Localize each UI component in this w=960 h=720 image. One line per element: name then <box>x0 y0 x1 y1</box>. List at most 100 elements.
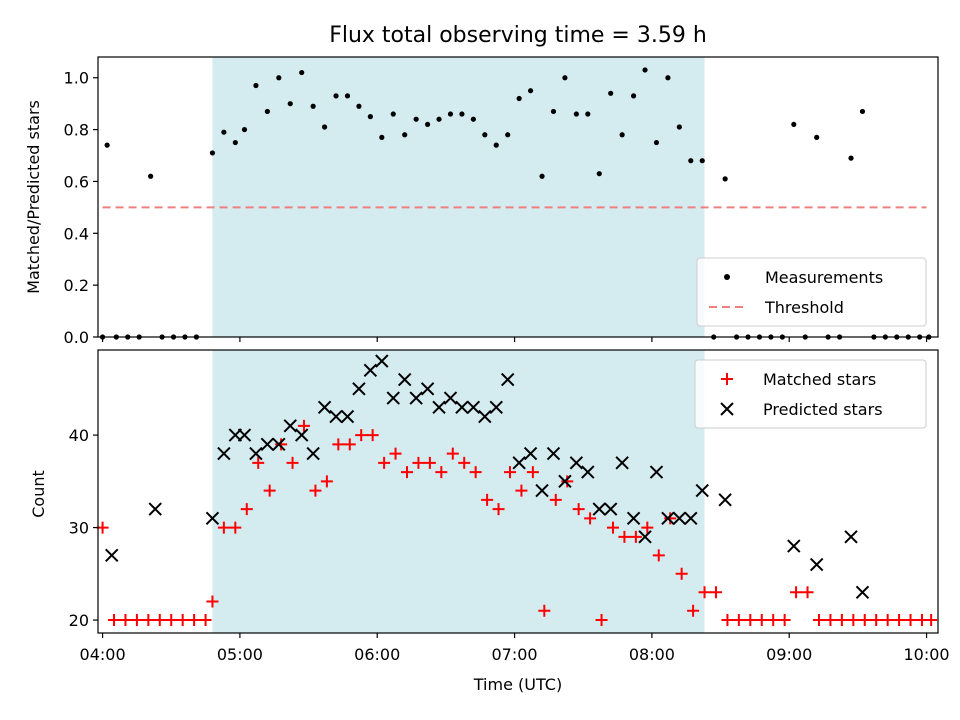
measurement-point <box>676 124 682 130</box>
measurement-point <box>550 108 557 115</box>
measurement-point <box>344 93 351 99</box>
matched-star-point <box>572 503 585 516</box>
matched-star-point <box>320 475 333 488</box>
measurement-point <box>459 111 465 117</box>
matched-star-point <box>481 493 494 506</box>
predicted-star-point <box>489 400 503 415</box>
measurement-point <box>148 173 154 179</box>
predicted-star-point <box>409 391 423 405</box>
predicted-star-point <box>855 585 870 600</box>
matched-star-point <box>893 614 906 627</box>
measurement-point <box>516 95 522 102</box>
predicted-star-point <box>205 511 220 526</box>
bottom-y-axis-label: Count <box>29 470 48 518</box>
measurement-point <box>333 93 339 99</box>
matched-star-point <box>492 503 505 516</box>
predicted-star-point <box>294 428 309 442</box>
matched-star-point <box>870 614 883 627</box>
legend-threshold-label: Threshold <box>764 298 844 317</box>
top-y-tick-label: 1.0 <box>64 69 89 88</box>
top-panel: 0.0 0.2 0.4 0.6 0.8 1.0 Matched/Predicted sta… <box>24 56 939 347</box>
predicted-star-point <box>615 456 629 470</box>
top-legend: Measurements Threshold <box>696 257 927 327</box>
matched-star-point <box>515 484 528 497</box>
measurement-point <box>608 90 614 96</box>
measurement-point <box>436 116 442 122</box>
matched-star-point <box>252 456 265 469</box>
measurement-point <box>299 69 305 76</box>
matched-star-point <box>881 614 894 627</box>
matched-star-point <box>744 614 757 627</box>
measurement-point <box>848 155 854 161</box>
measurement-point <box>367 114 373 120</box>
matched-star-point <box>549 493 562 506</box>
predicted-star-point <box>217 446 231 461</box>
predicted-star-point <box>718 493 732 507</box>
matched-star-point <box>835 614 848 627</box>
predicted-star-point <box>546 446 561 461</box>
measurement-point <box>379 134 385 140</box>
matched-star-point <box>812 614 825 627</box>
matched-star-point <box>165 614 178 627</box>
matched-star-point <box>119 614 132 627</box>
chart-title: Flux total observing time = 3.59 h <box>329 23 707 48</box>
predicted-star-point <box>375 354 389 368</box>
predicted-star-point <box>443 391 458 405</box>
predicted-star-point <box>272 437 286 452</box>
measurement-point <box>859 108 866 115</box>
measurement-point <box>665 75 671 81</box>
measurement-point <box>585 111 591 117</box>
legend-matched-stars-label: Matched stars <box>763 370 876 389</box>
predicted-star-point <box>283 419 297 433</box>
matched-star-point <box>675 567 688 580</box>
matched-star-point <box>824 614 837 627</box>
top-x-axis-ticks <box>101 337 928 342</box>
matched-star-point <box>378 456 391 469</box>
measurement-point <box>539 173 545 179</box>
measurement-point <box>253 82 259 89</box>
predicted-star-point <box>558 474 572 489</box>
measurement-point <box>390 111 396 117</box>
matched-star-point <box>595 614 608 627</box>
bottom-y-tick-label: 40 <box>69 426 89 445</box>
predicted-star-point <box>397 372 412 387</box>
predicted-star-point <box>478 409 492 424</box>
measurement-point <box>413 116 419 122</box>
measurement-point <box>688 158 694 164</box>
matched-star-point <box>925 614 938 627</box>
x-tick-label: 04:00 <box>80 645 126 664</box>
predicted-stars-points <box>105 354 870 600</box>
predicted-star-point <box>105 548 119 563</box>
x-tick-label: 10:00 <box>904 645 950 664</box>
measurement-point <box>791 121 797 128</box>
predicted-star-point <box>592 502 606 516</box>
measurement-point <box>527 88 534 94</box>
measurement-point <box>321 124 328 130</box>
measurement-point <box>596 171 602 177</box>
matched-star-point <box>130 614 143 627</box>
matched-star-point <box>469 466 482 479</box>
matched-star-point <box>732 614 745 627</box>
x-tick-label: 06:00 <box>354 645 400 664</box>
top-y-axis: 0.0 0.2 0.4 0.6 0.8 1.0 <box>64 69 98 347</box>
matched-star-point <box>423 456 436 469</box>
measurement-point <box>209 150 216 156</box>
legend-predicted-stars-label: Predicted stars <box>763 400 883 419</box>
bottom-legend: Matched stars Predicted stars <box>694 359 927 429</box>
matched-star-point <box>108 614 121 627</box>
matched-star-point <box>206 595 219 608</box>
matched-star-point <box>275 438 288 451</box>
legend-matched-marker <box>721 373 733 385</box>
top-y-tick-label: 0.2 <box>64 276 89 295</box>
predicted-star-point <box>787 539 801 553</box>
top-y-tick-label: 0.0 <box>64 328 89 347</box>
matched-star-point <box>503 466 516 479</box>
matched-star-point <box>721 614 734 627</box>
predicted-star-point <box>684 511 698 526</box>
predicted-star-point <box>249 446 263 461</box>
matched-star-point <box>297 419 310 432</box>
matched-star-point <box>217 521 230 534</box>
matched-star-point <box>652 549 665 562</box>
predicted-star-point <box>329 409 343 424</box>
